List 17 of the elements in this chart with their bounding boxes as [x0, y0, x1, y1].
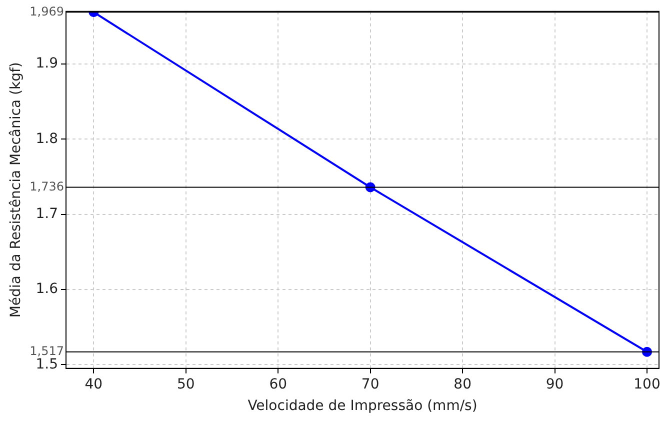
y-tick-label: 1.8 [36, 130, 58, 147]
x-tick-label: 40 [84, 376, 103, 392]
x-tick-label: 90 [546, 376, 564, 392]
ref-line-label: 1,969 [30, 4, 64, 18]
x-tick-label: 80 [454, 376, 472, 392]
ref-line-label: 1,736 [30, 179, 64, 194]
x-tick-label: 50 [176, 376, 195, 392]
x-tick-label: 70 [361, 376, 380, 392]
x-tick-label: 60 [269, 376, 288, 392]
x-tick-label: 100 [634, 376, 660, 392]
y-tick-label: 1.6 [36, 281, 58, 298]
y-tick-label: 1.9 [36, 56, 58, 72]
ref-line-label: 1,517 [30, 344, 64, 358]
y-axis-title: Média da Resistência Mecânica (kgf) [8, 62, 24, 318]
y-tick-label: 1.5 [36, 356, 58, 372]
x-axis-title: Velocidade de Impressão (mm/s) [248, 398, 478, 414]
y-tick-label: 1.7 [36, 206, 58, 222]
